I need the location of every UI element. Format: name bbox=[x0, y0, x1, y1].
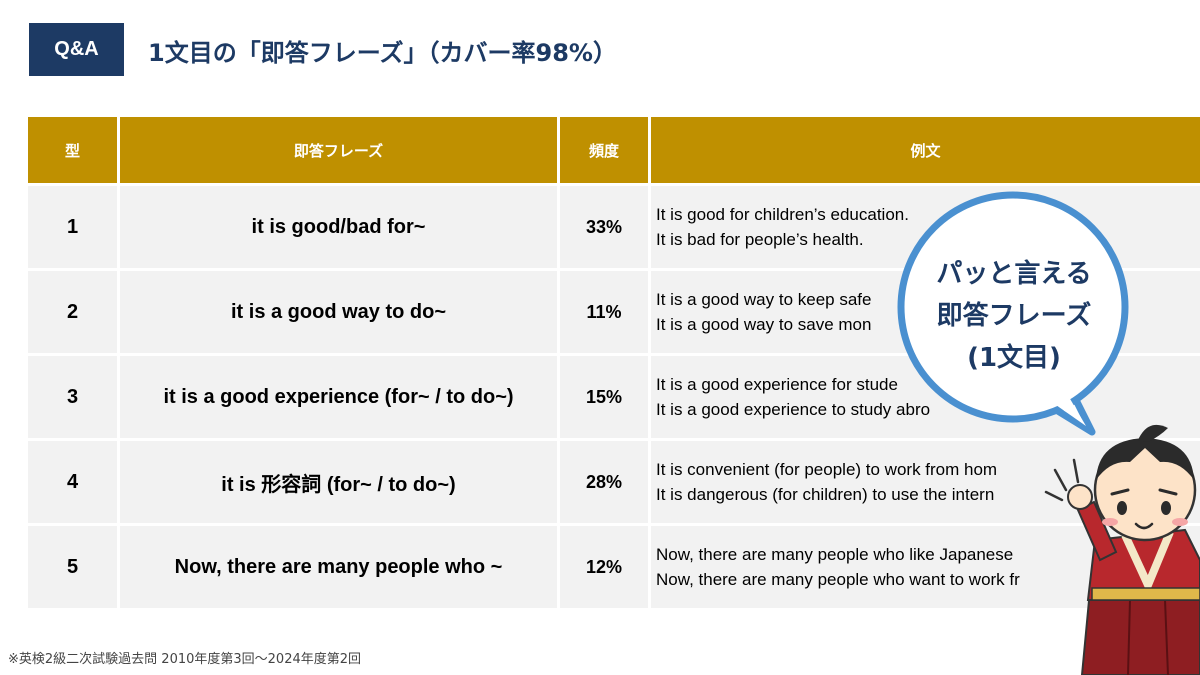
table-row: 3 it is a good experience (for~ / to do~… bbox=[28, 356, 1200, 438]
footnote: ※英検2級二次試験過去問 2010年度第3回〜2024年度第2回 bbox=[8, 652, 362, 667]
example-sentence: It is a good experience for stude bbox=[656, 375, 898, 394]
example-sentence: Now, there are many people who like Japa… bbox=[656, 545, 1014, 564]
example-sentence: It is a good way to keep safe bbox=[656, 290, 872, 309]
row-frequency: 11% bbox=[560, 271, 648, 353]
column-header-frequency: 頻度 bbox=[560, 117, 648, 183]
row-frequency: 28% bbox=[560, 441, 648, 523]
row-phrase: it is a good way to do~ bbox=[120, 271, 557, 353]
row-number: 1 bbox=[28, 186, 117, 268]
row-frequency: 12% bbox=[560, 526, 648, 608]
row-phrase: it is good/bad for~ bbox=[120, 186, 557, 268]
table-row: 5 Now, there are many people who ~ 12% N… bbox=[28, 526, 1200, 608]
row-number: 2 bbox=[28, 271, 117, 353]
example-sentence: It is good for children’s education. bbox=[656, 205, 909, 224]
bubble-line: 即答フレーズ bbox=[936, 301, 1092, 331]
row-frequency: 15% bbox=[560, 356, 648, 438]
row-phrase: it is 形容詞 (for~ / to do~) bbox=[120, 441, 557, 523]
row-number: 4 bbox=[28, 441, 117, 523]
example-sentence: It is convenient (for people) to work fr… bbox=[656, 460, 998, 479]
example-sentence: It is a good way to save mon bbox=[656, 315, 872, 334]
row-examples: Now, there are many people who like Japa… bbox=[651, 526, 1200, 608]
row-examples: It is convenient (for people) to work fr… bbox=[651, 441, 1200, 523]
phrase-table: 型 即答フレーズ 頻度 例文 1 it is good/bad for~ 33%… bbox=[28, 117, 1200, 611]
page-title: 1文目の「即答フレーズ」（カバー率98%） bbox=[148, 39, 617, 67]
column-header-phrase: 即答フレーズ bbox=[120, 117, 557, 183]
example-sentence: It is bad for people’s health. bbox=[656, 230, 864, 249]
column-header-example: 例文 bbox=[651, 117, 1200, 183]
speech-bubble-text: パッと言える 即答フレーズ (1文目) bbox=[909, 253, 1119, 379]
row-number: 3 bbox=[28, 356, 117, 438]
example-sentence: Now, there are many people who want to w… bbox=[656, 570, 1020, 589]
row-number: 5 bbox=[28, 526, 117, 608]
row-phrase: Now, there are many people who ~ bbox=[120, 526, 557, 608]
qa-badge: Q&A bbox=[29, 23, 124, 76]
table-row: 4 it is 形容詞 (for~ / to do~) 28% It is co… bbox=[28, 441, 1200, 523]
table-header-row: 型 即答フレーズ 頻度 例文 bbox=[28, 117, 1200, 183]
bubble-line: パッと言える bbox=[936, 259, 1092, 289]
row-frequency: 33% bbox=[560, 186, 648, 268]
example-sentence: It is a good experience to study abro bbox=[656, 400, 931, 419]
bubble-line: (1文目) bbox=[967, 343, 1061, 373]
row-phrase: it is a good experience (for~ / to do~) bbox=[120, 356, 557, 438]
column-header-type: 型 bbox=[28, 117, 117, 183]
example-sentence: It is dangerous (for children) to use th… bbox=[656, 485, 995, 504]
